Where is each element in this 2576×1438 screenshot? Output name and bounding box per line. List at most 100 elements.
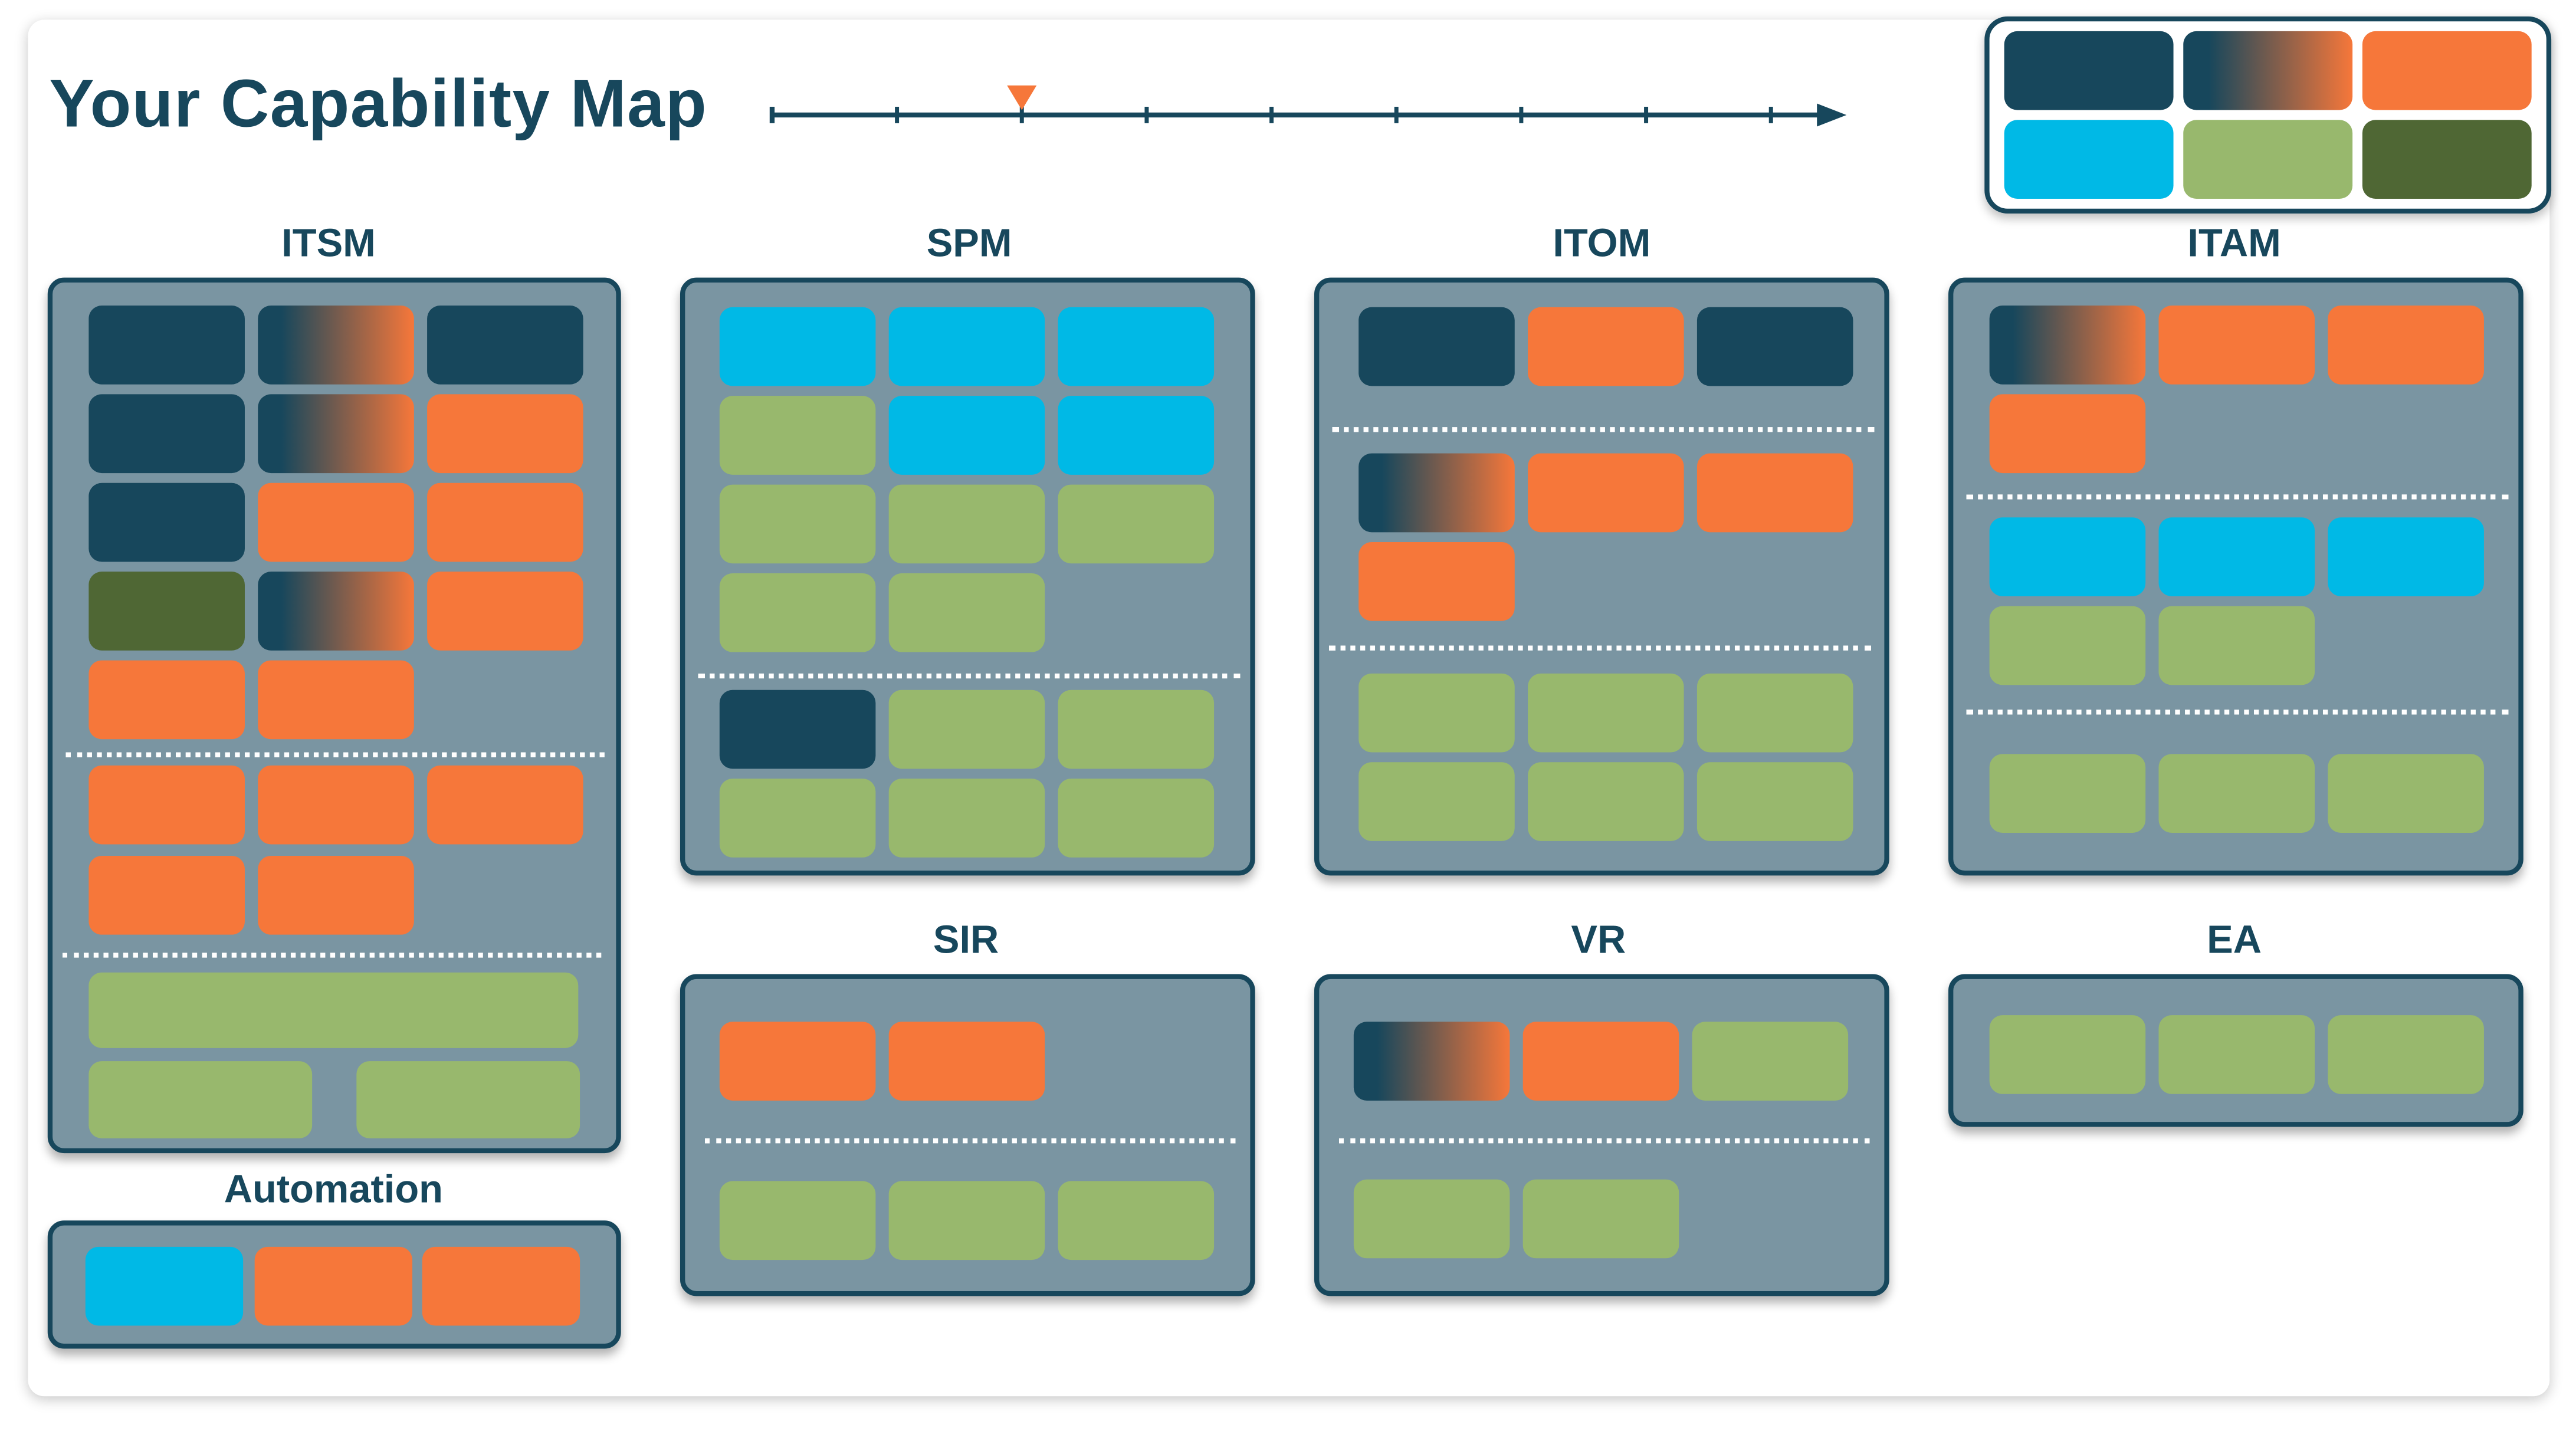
capability-tile[interactable]: [719, 396, 876, 475]
capability-tile[interactable]: [427, 394, 583, 474]
capability-tile[interactable]: [1522, 1179, 1679, 1259]
capability-tile[interactable]: [2328, 1015, 2484, 1094]
capability-tile[interactable]: [258, 394, 414, 474]
capability-tile[interactable]: [2158, 1015, 2315, 1094]
section-title-automation: Automation: [224, 1168, 443, 1213]
capability-tile[interactable]: [1358, 542, 1515, 621]
capability-tile[interactable]: [427, 306, 583, 385]
capability-tile[interactable]: [88, 306, 245, 385]
capability-tile[interactable]: [254, 1246, 413, 1326]
capability-tile[interactable]: [2158, 306, 2315, 385]
capability-tile[interactable]: [88, 765, 245, 845]
capability-tile[interactable]: [1358, 673, 1515, 753]
capability-tile[interactable]: [356, 1061, 580, 1139]
capability-tile[interactable]: [1058, 690, 1215, 769]
capability-tile[interactable]: [1989, 394, 2146, 474]
capability-tile[interactable]: [1528, 453, 1684, 533]
capability-tile[interactable]: [719, 1181, 876, 1260]
capability-tile[interactable]: [719, 690, 876, 769]
color-legend: [1984, 16, 2552, 214]
capability-tile[interactable]: [258, 855, 414, 935]
capability-tile[interactable]: [88, 660, 245, 740]
capability-tile[interactable]: [1696, 453, 1853, 533]
legend-swatch-gradient: [2183, 31, 2353, 110]
capability-tile[interactable]: [1989, 1015, 2146, 1094]
group-divider: [698, 673, 1241, 679]
capability-tile[interactable]: [88, 855, 245, 935]
capability-tile[interactable]: [719, 573, 876, 652]
capability-tile[interactable]: [88, 394, 245, 474]
capability-tile[interactable]: [2158, 517, 2315, 596]
capability-tile[interactable]: [88, 972, 579, 1048]
group-divider: [1966, 710, 2509, 715]
capability-tile[interactable]: [88, 1061, 313, 1139]
capability-tile[interactable]: [258, 482, 414, 562]
capability-tile[interactable]: [1989, 517, 2146, 596]
capability-tile[interactable]: [258, 660, 414, 740]
capability-tile[interactable]: [1058, 307, 1215, 386]
capability-tile[interactable]: [888, 573, 1045, 652]
capability-tile[interactable]: [719, 1022, 876, 1101]
section-title-itsm: ITSM: [281, 221, 376, 267]
capability-tile[interactable]: [888, 396, 1045, 475]
panel-sir: [680, 974, 1255, 1296]
capability-tile[interactable]: [888, 1181, 1045, 1260]
capability-tile[interactable]: [2158, 606, 2315, 685]
capability-tile[interactable]: [1358, 762, 1515, 841]
capability-tile[interactable]: [88, 572, 245, 651]
capability-tile[interactable]: [1058, 484, 1215, 564]
capability-tile[interactable]: [1358, 307, 1515, 386]
capability-tile[interactable]: [1358, 453, 1515, 533]
capability-tile[interactable]: [258, 765, 414, 845]
section-title-ea: EA: [2207, 918, 2262, 963]
capability-tile[interactable]: [1989, 606, 2146, 685]
capability-tile[interactable]: [1989, 306, 2146, 385]
capability-tile[interactable]: [1696, 762, 1853, 841]
timeline-marker: [1007, 85, 1037, 110]
capability-tile[interactable]: [427, 482, 583, 562]
capability-tile[interactable]: [2328, 517, 2484, 596]
capability-tile[interactable]: [1696, 307, 1853, 386]
capability-tile[interactable]: [2328, 306, 2484, 385]
capability-tile[interactable]: [1058, 779, 1215, 858]
capability-tile[interactable]: [2158, 754, 2315, 833]
capability-tile[interactable]: [1692, 1022, 1849, 1101]
capability-tile[interactable]: [1058, 1181, 1215, 1260]
capability-tile[interactable]: [888, 779, 1045, 858]
capability-tile[interactable]: [258, 306, 414, 385]
capability-tile[interactable]: [85, 1246, 244, 1326]
capability-tile[interactable]: [1696, 673, 1853, 753]
capability-tile[interactable]: [1058, 396, 1215, 475]
capability-tile[interactable]: [1522, 1022, 1679, 1101]
section-title-spm: SPM: [926, 221, 1012, 267]
capability-tile[interactable]: [427, 765, 583, 845]
capability-tile[interactable]: [888, 484, 1045, 564]
group-divider: [65, 752, 605, 757]
capability-tile[interactable]: [719, 779, 876, 858]
panel-spm: [680, 277, 1255, 876]
section-title-itam: ITAM: [2187, 221, 2281, 267]
page-title: Your Capability Map: [49, 65, 708, 142]
group-divider: [1966, 494, 2509, 500]
panel-itsm: [47, 277, 621, 1154]
capability-tile[interactable]: [2328, 754, 2484, 833]
capability-tile[interactable]: [258, 572, 414, 651]
capability-tile[interactable]: [1353, 1179, 1510, 1259]
capability-tile[interactable]: [88, 482, 245, 562]
capability-tile[interactable]: [1528, 307, 1684, 386]
capability-tile[interactable]: [719, 484, 876, 564]
capability-tile[interactable]: [1353, 1022, 1510, 1101]
capability-tile[interactable]: [427, 572, 583, 651]
group-divider: [62, 953, 602, 958]
capability-tile[interactable]: [888, 690, 1045, 769]
panel-ea: [1948, 974, 2524, 1127]
capability-tile[interactable]: [719, 307, 876, 386]
capability-tile[interactable]: [1989, 754, 2146, 833]
capability-tile[interactable]: [888, 307, 1045, 386]
section-title-sir: SIR: [933, 918, 999, 963]
capability-tile[interactable]: [1528, 762, 1684, 841]
capability-tile[interactable]: [888, 1022, 1045, 1101]
capability-tile[interactable]: [1528, 673, 1684, 753]
capability-tile[interactable]: [422, 1246, 580, 1326]
